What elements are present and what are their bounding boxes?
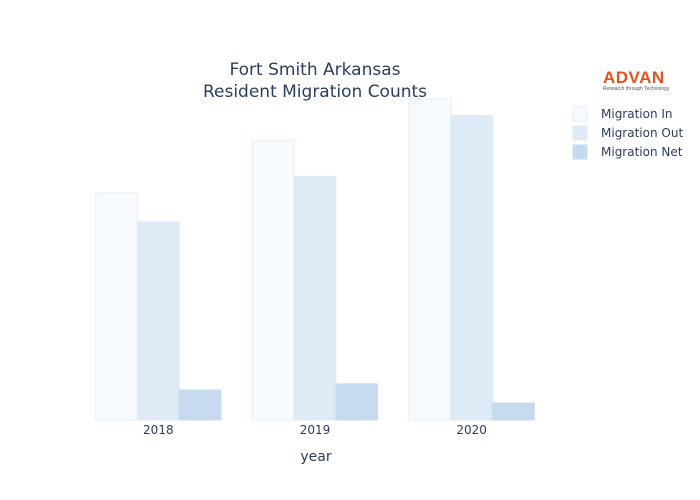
chart-title-line-2: Resident Migration Counts xyxy=(203,82,427,102)
bar-migration-out-2020 xyxy=(450,114,494,421)
advan-logo: ADVAN Research through Technology xyxy=(603,68,670,92)
bar-migration-net-2019 xyxy=(335,383,379,421)
legend-label: Migration Net xyxy=(601,145,683,159)
chart-title: Fort Smith Arkansas Resident Migration C… xyxy=(203,60,427,102)
legend: Migration In Migration Out Migration Net xyxy=(572,106,683,160)
bar-migration-in-2019 xyxy=(251,139,295,421)
advan-logo-tagline: Research through Technology xyxy=(603,86,670,92)
bar-migration-net-2020 xyxy=(492,402,535,421)
legend-item-migration-out[interactable]: Migration Out xyxy=(572,125,683,141)
x-axis-ticks: 2018 2019 2020 xyxy=(143,423,487,437)
x-tick-label-2019: 2019 xyxy=(300,423,331,437)
legend-swatch xyxy=(572,125,588,141)
chart-title-line-1: Fort Smith Arkansas xyxy=(229,60,400,80)
bar-migration-net-2018 xyxy=(178,389,222,421)
advan-logo-wordmark: ADVAN xyxy=(603,68,665,87)
legend-item-migration-net[interactable]: Migration Net xyxy=(572,144,683,160)
x-tick-label-2020: 2020 xyxy=(456,423,487,437)
legend-item-migration-in[interactable]: Migration In xyxy=(572,106,673,122)
bar-migration-out-2018 xyxy=(136,221,180,421)
bar-migration-in-2018 xyxy=(95,192,138,421)
legend-label: Migration Out xyxy=(601,126,683,140)
x-tick-label-2018: 2018 xyxy=(143,423,174,437)
legend-swatch xyxy=(572,144,588,160)
x-axis-title: year xyxy=(300,449,331,465)
bar-migration-in-2020 xyxy=(408,98,452,421)
bar-migration-out-2019 xyxy=(293,175,337,421)
bar-layer xyxy=(95,98,535,421)
legend-label: Migration In xyxy=(601,107,673,121)
legend-swatch xyxy=(572,106,588,122)
